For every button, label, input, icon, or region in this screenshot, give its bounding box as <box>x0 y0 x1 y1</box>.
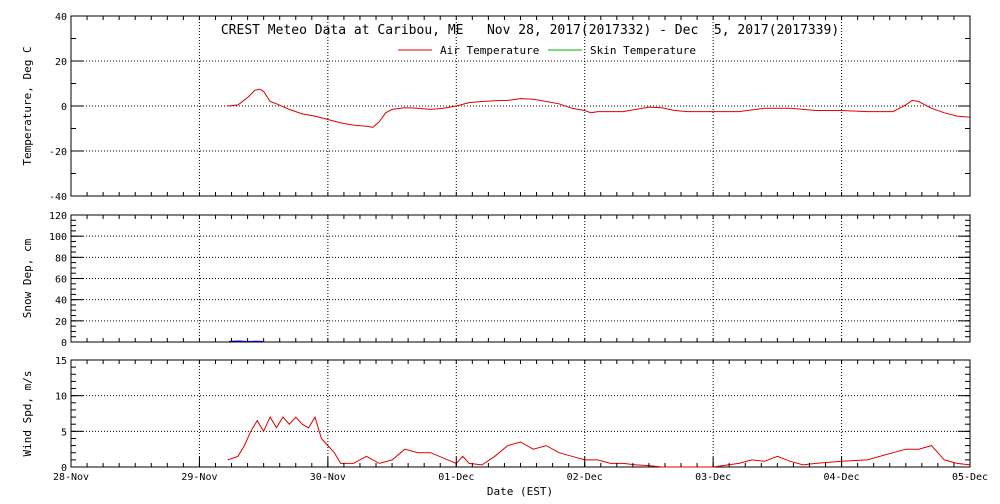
y-tick-label: 0 <box>61 102 67 113</box>
y-tick-label: 100 <box>49 232 67 243</box>
y-tick-label: 20 <box>55 317 67 328</box>
x-tick-label: 01-Dec <box>438 472 474 483</box>
legend-label-skin-temperature: Skin Temperature <box>590 44 696 57</box>
y-tick-label: 120 <box>49 211 67 222</box>
x-tick-label: 28-Nov <box>53 472 89 483</box>
plot-frame <box>70 15 971 197</box>
y-tick-label: 0 <box>61 463 67 474</box>
legend-label-air-temperature: Air Temperature <box>440 44 539 57</box>
y-axis-label: Wind Spd, m/s <box>21 370 34 456</box>
y-tick-label: 40 <box>55 12 67 23</box>
chart-title: CREST Meteo Data at Caribou, ME Nov 28, … <box>221 23 839 38</box>
y-tick-label: 15 <box>55 356 67 367</box>
x-tick-label: 04-Dec <box>824 472 860 483</box>
air-temperature-line <box>227 88 971 128</box>
y-tick-label: 40 <box>55 296 67 307</box>
snow-depth-panel: 120 100 80 60 40 20 0 Snow Dep, cm <box>21 211 971 349</box>
y-tick-label: 10 <box>55 392 67 403</box>
y-axis-label: Temperature, Deg C <box>21 46 34 165</box>
x-tick-label: 05-Dec <box>952 472 988 483</box>
y-tick-label: 5 <box>61 427 67 438</box>
plot-frame <box>70 214 971 343</box>
series-line <box>228 340 264 343</box>
wind-speed-panel: 15 10 5 0 Wind Spd, m/s <box>21 356 971 474</box>
series-line <box>227 415 971 468</box>
y-tick-label: -40 <box>49 192 67 203</box>
legend: Air Temperature Skin Temperature <box>398 44 696 57</box>
temperature-panel: 40 20 0 -20 -40 Temperature, Deg C <box>21 12 971 203</box>
y-axis-label: Snow Dep, cm <box>21 238 34 318</box>
x-tick-label: 29-Nov <box>181 472 217 483</box>
y-tick-label: 0 <box>61 338 67 349</box>
y-tick-label: 80 <box>55 253 67 264</box>
y-tick-label: 60 <box>55 275 67 286</box>
y-tick-label: -20 <box>49 147 67 158</box>
x-tick-label: 02-Dec <box>567 472 603 483</box>
y-tick-label: 20 <box>55 57 67 68</box>
plot-frame <box>70 359 971 468</box>
x-tick-label: 30-Nov <box>310 472 346 483</box>
date-x-axis: 28-Nov 29-Nov 30-Nov 01-Dec 02-Dec 03-Dec 04-D… <box>53 16 988 483</box>
x-axis-label: Date (EST) <box>487 485 553 498</box>
x-tick-label: 03-Dec <box>695 472 731 483</box>
